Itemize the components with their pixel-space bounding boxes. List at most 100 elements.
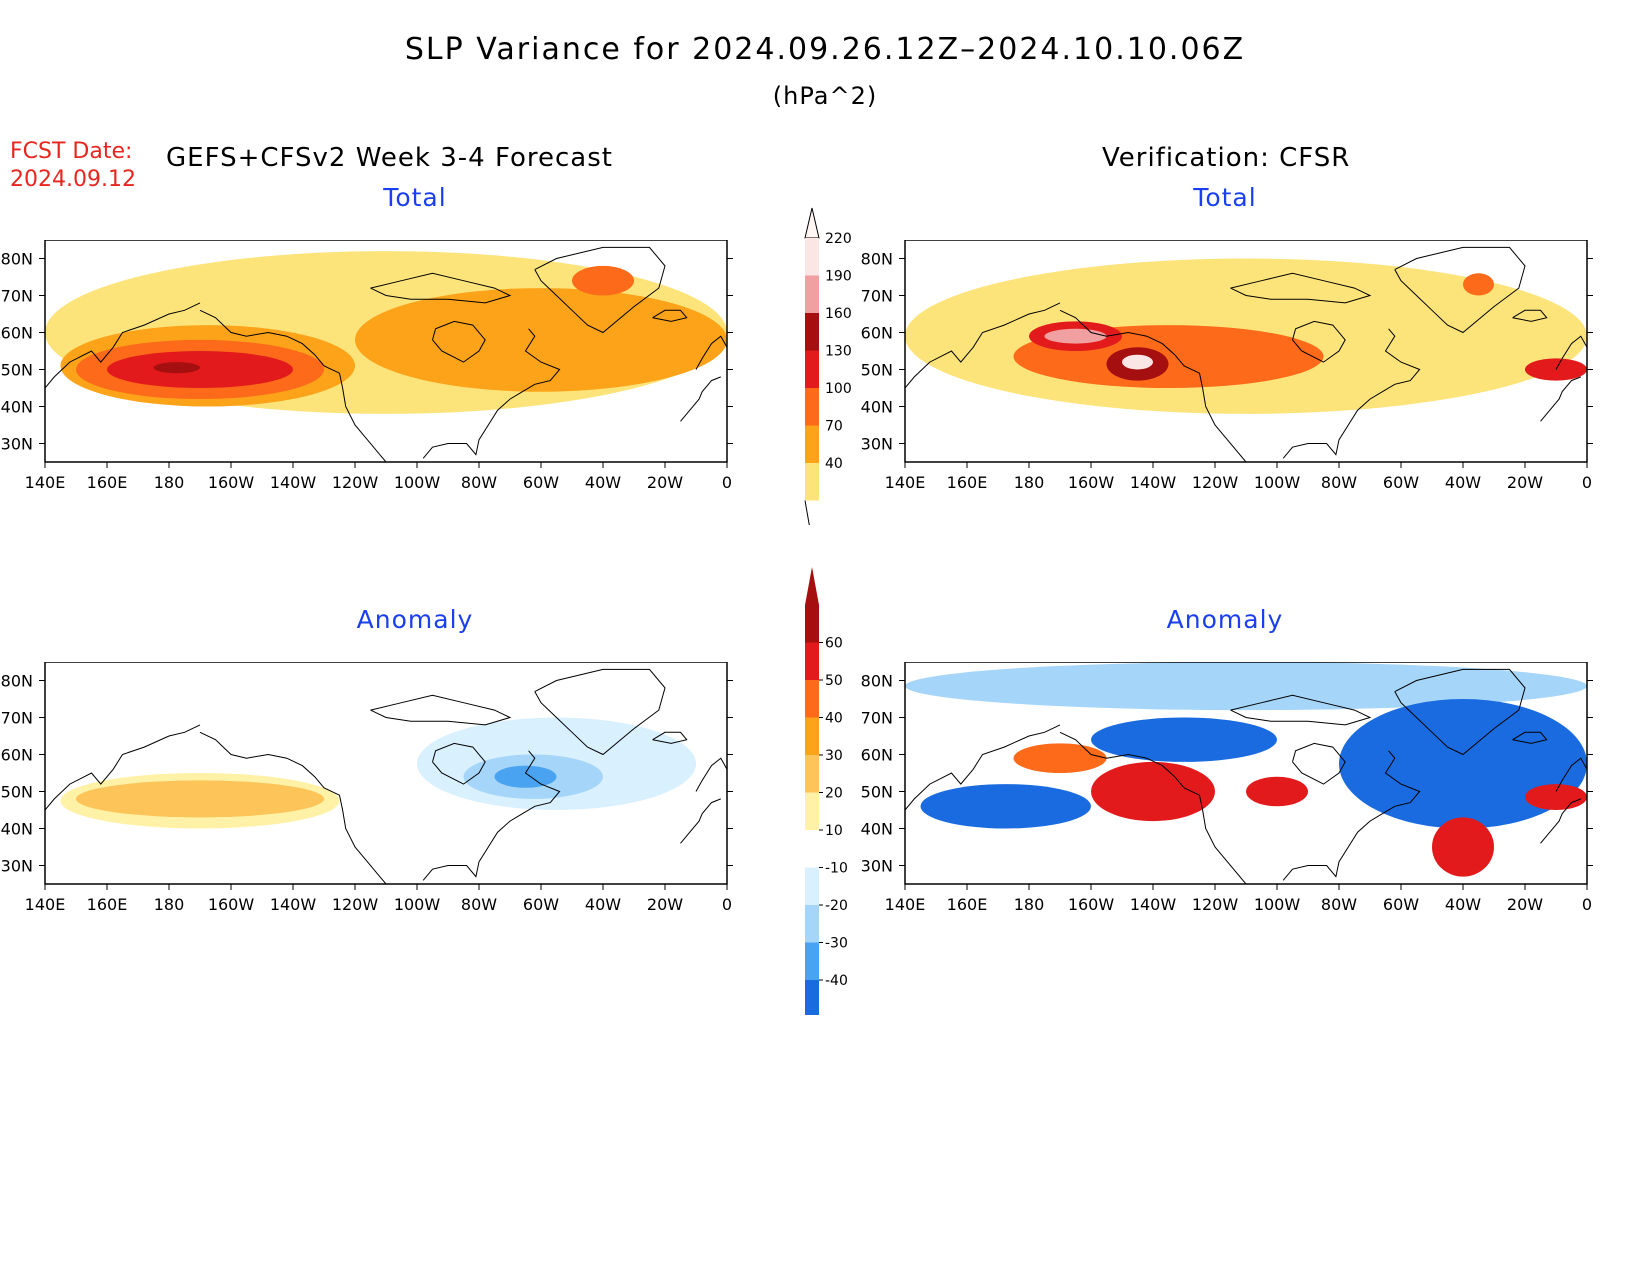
contour-region <box>494 765 557 788</box>
colorbar-anomaly: 60 50 40 30 20 10 -10 -20 -30 -40 <box>805 567 848 1015</box>
coastline <box>1059 731 1247 884</box>
lat-tick-label: 70N <box>861 287 893 306</box>
colorbar-label: 160 <box>825 306 852 322</box>
coastline <box>1512 731 1548 744</box>
lon-tick-label: 160E <box>947 895 988 914</box>
lat-tick-label: 30N <box>861 857 893 876</box>
coastline <box>370 272 512 304</box>
lon-tick-label: 160W <box>1068 473 1115 492</box>
lon-tick-label: 120W <box>1192 895 1239 914</box>
coastline <box>1512 309 1548 322</box>
colorbar-swatch <box>805 717 819 755</box>
verification-label: Verification: CFSR <box>1102 143 1351 173</box>
colorbar-label: 50 <box>825 673 843 689</box>
colorbar-label: 60 <box>825 636 843 652</box>
coastline <box>199 309 387 462</box>
lon-tick-label: 80W <box>1321 895 1357 914</box>
coastline <box>422 328 561 459</box>
colorbar-swatch <box>805 905 819 943</box>
lon-tick-label: 120W <box>332 895 379 914</box>
coastline <box>905 302 1061 389</box>
lon-tick-label: 180 <box>1014 895 1045 914</box>
contour-region <box>153 362 200 374</box>
lat-tick-label: 40N <box>861 398 893 417</box>
lon-tick-label: 80W <box>461 473 497 492</box>
coastline <box>1230 694 1372 726</box>
coastline <box>1394 668 1526 756</box>
lat-tick-label: 50N <box>1 361 33 380</box>
coastline <box>1292 742 1346 785</box>
colorbar-label: -10 <box>825 861 848 877</box>
lon-tick-label: 60W <box>1383 895 1419 914</box>
fcst-date-label: FCST Date: <box>10 139 133 164</box>
contour-region <box>107 351 293 388</box>
coastline <box>534 246 666 334</box>
lat-tick-label: 50N <box>861 361 893 380</box>
coastline <box>432 320 486 363</box>
fcst-date-value: 2024.09.12 <box>10 167 136 192</box>
map-frame <box>44 240 728 463</box>
lat-tick-label: 70N <box>1 709 33 728</box>
lon-tick-label: 40W <box>585 473 621 492</box>
colorbar-swatch <box>805 275 819 313</box>
lon-tick-label: 40W <box>1445 473 1481 492</box>
colorbar-swatch <box>805 792 819 830</box>
lon-tick-label: 80W <box>461 895 497 914</box>
lat-tick-label: 80N <box>1 250 33 269</box>
colorbar-label: 30 <box>825 748 843 764</box>
lon-tick-label: 160W <box>208 895 255 914</box>
forecast-label: GEFS+CFSv2 Week 3-4 Forecast <box>166 143 613 173</box>
colorbar-swatch <box>805 463 819 501</box>
lon-tick-label: 120W <box>1192 473 1239 492</box>
map-panel-fcst-total: 80N 70N 60N 50N 40N 30N 140E 160E 180 160W 140W 120… <box>1 240 733 492</box>
coastline <box>1540 798 1581 844</box>
lon-tick-label: 100W <box>394 473 441 492</box>
panel-title-fcst-total: Total <box>383 183 447 212</box>
lat-tick-label: 80N <box>861 672 893 691</box>
lon-tick-label: 20W <box>1507 473 1543 492</box>
lon-tick-label: 160W <box>208 473 255 492</box>
panel-title-verif-total: Total <box>1193 183 1257 212</box>
lat-tick-label: 40N <box>1 398 33 417</box>
lon-tick-label: 160E <box>87 473 128 492</box>
lon-tick-label: 0 <box>1582 473 1592 492</box>
lon-tick-label: 60W <box>523 473 559 492</box>
coastline <box>695 757 727 792</box>
contour-region <box>920 784 1091 829</box>
lon-tick-label: 140E <box>25 473 66 492</box>
coastline <box>652 309 688 322</box>
lon-tick-label: 160E <box>947 473 988 492</box>
lat-tick-label: 80N <box>861 250 893 269</box>
lon-tick-label: 120W <box>332 473 379 492</box>
contour-region <box>1013 743 1107 773</box>
lat-tick-label: 80N <box>1 672 33 691</box>
contour-region <box>76 780 324 818</box>
coastline <box>370 694 512 726</box>
coastline <box>680 376 721 422</box>
coastline <box>432 742 486 785</box>
fcst-date: FCST Date: 2024.09.12 <box>10 138 136 194</box>
contour-region <box>572 265 634 296</box>
panel-title-fcst-anomaly: Anomaly <box>356 605 474 634</box>
lon-tick-label: 20W <box>1507 895 1543 914</box>
lat-tick-label: 50N <box>861 783 893 802</box>
coastline <box>1292 320 1346 363</box>
lat-tick-label: 30N <box>861 435 893 454</box>
colorbar-swatch <box>805 425 819 463</box>
contour-region <box>1339 699 1587 829</box>
colorbar-swatch <box>805 350 819 388</box>
coastline <box>680 798 721 844</box>
lon-tick-label: 180 <box>154 473 185 492</box>
coastline <box>1059 309 1247 462</box>
coastline <box>1282 750 1421 881</box>
lon-tick-label: 140W <box>270 895 317 914</box>
lat-tick-label: 50N <box>1 783 33 802</box>
lat-tick-label: 30N <box>1 435 33 454</box>
coastline <box>1555 335 1587 370</box>
map-panel-verif-anomaly: 80N 70N 60N 50N 40N 30N 140E 160E 180 160W 140W 120… <box>861 662 1593 914</box>
colorbar-label: 220 <box>825 231 852 247</box>
lon-tick-label: 100W <box>1254 473 1301 492</box>
panel-title-verif-anomaly: Anomaly <box>1166 605 1284 634</box>
lon-tick-label: 80W <box>1321 473 1357 492</box>
colorbar-label: 70 <box>825 419 843 435</box>
